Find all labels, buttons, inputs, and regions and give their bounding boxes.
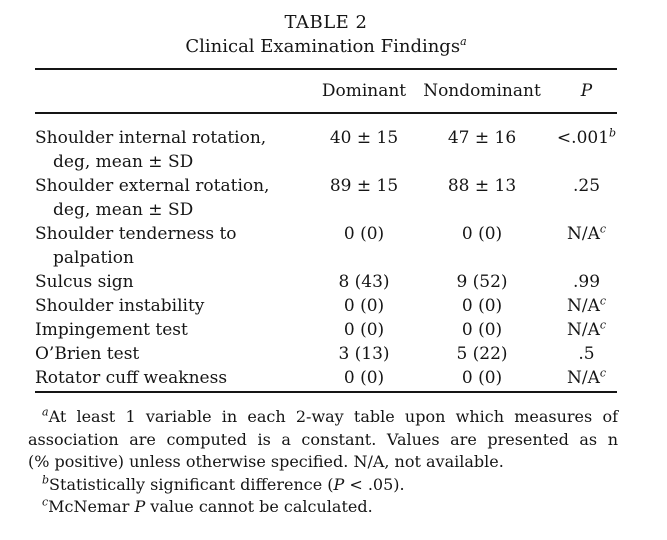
footnote-marker-c: c: [599, 222, 607, 236]
header-p-value: P: [580, 81, 593, 101]
header-rule: [35, 112, 617, 114]
row-label: Rotator cuff weakness: [35, 368, 228, 388]
row-label: O’Brien test: [35, 344, 140, 364]
header-dominant: Dominant: [321, 81, 407, 101]
footnote-b: bStatistically significant difference (P…: [42, 473, 405, 494]
cell-nondominant: 47 ± 16: [447, 128, 517, 148]
cell-p-value: .99: [572, 272, 601, 292]
top-rule: [35, 68, 617, 70]
footnote-a-marker: a: [42, 405, 49, 419]
footnote-a-line2: association are computed is a constant. …: [28, 429, 618, 449]
row-label: Shoulder internal rotation, deg, mean ± S…: [35, 128, 267, 172]
footnote-marker-b: b: [609, 126, 617, 140]
cell-p-value: .25: [572, 176, 601, 196]
cell-dominant: 0 (0): [343, 296, 385, 316]
italic-p: P: [134, 497, 146, 516]
cell-p-value: N/Ac: [566, 222, 607, 244]
table-title-text: Clinical Examination Findings: [185, 36, 461, 57]
cell-dominant: 0 (0): [343, 320, 385, 340]
table-title: Clinical Examination Findingsa: [35, 35, 617, 59]
bottom-rule: [35, 391, 617, 393]
table-row-obrien-test: O’Brien test 3 (13) 5 (22) .5: [35, 342, 617, 366]
cell-nondominant: 0 (0): [461, 320, 503, 340]
cell-nondominant: 0 (0): [461, 296, 503, 316]
cell-dominant: 89 ± 15: [329, 176, 399, 196]
cell-dominant: 0 (0): [343, 368, 385, 388]
footnote-a-line3: (% positive) unless otherwise specified.…: [28, 452, 504, 471]
footnote-b-marker: b: [42, 473, 50, 487]
table-row-tenderness: Shoulder tenderness to palpation 0 (0) 0 …: [35, 222, 617, 270]
row-label: Impingement test: [35, 320, 188, 340]
row-label: Shoulder tenderness to palpation: [35, 224, 237, 268]
table-caption: TABLE 2 Clinical Examination Findingsa: [35, 11, 617, 59]
table-row-external-rotation: Shoulder external rotation, deg, mean ± S…: [35, 174, 617, 222]
cell-nondominant: 0 (0): [461, 368, 503, 388]
row-label: Sulcus sign: [35, 272, 134, 292]
cell-dominant: 40 ± 15: [329, 128, 399, 148]
cell-nondominant: 0 (0): [461, 224, 503, 244]
cell-dominant: 3 (13): [338, 344, 390, 364]
footnote-marker-a: a: [460, 35, 467, 48]
cell-p-value: N/Ac: [566, 366, 607, 388]
table-row-sulcus-sign: Sulcus sign 8 (43) 9 (52) .99: [35, 270, 617, 294]
italic-p: P: [333, 474, 345, 494]
cell-p-value: N/Ac: [566, 318, 607, 340]
header-nondominant: Nondominant: [423, 81, 541, 101]
cell-p-value: .5: [578, 344, 595, 364]
cell-p-value: <.001b: [556, 126, 617, 148]
cell-dominant: 8 (43): [338, 272, 390, 292]
table-row-impingement: Impingement test 0 (0) 0 (0) N/Ac: [35, 318, 617, 342]
table-number: TABLE 2: [284, 12, 368, 33]
cell-dominant: 0 (0): [343, 224, 385, 244]
cell-nondominant: 88 ± 13: [447, 176, 517, 196]
cell-nondominant: 9 (52): [456, 272, 508, 292]
cell-nondominant: 5 (22): [456, 344, 508, 364]
table-row-internal-rotation: Shoulder internal rotation, deg, mean ± S…: [35, 126, 617, 174]
table-body: Shoulder internal rotation, deg, mean ± S…: [35, 114, 617, 391]
footnote-a-line1: aAt least 1 variable in each 2-way table…: [42, 405, 618, 426]
row-label: Shoulder instability: [35, 296, 205, 316]
clinical-findings-table: Dominant Nondominant P Shoulder internal…: [35, 68, 617, 393]
footnote-c-marker: c: [42, 495, 49, 509]
table-header-row: Dominant Nondominant P: [35, 70, 617, 112]
footnote-c: cMcNemar P value cannot be calculated.: [42, 495, 373, 516]
cell-p-value: N/Ac: [566, 294, 607, 316]
table-row-rotator-cuff: Rotator cuff weakness 0 (0) 0 (0) N/Ac: [35, 366, 617, 390]
table-footnotes: aAt least 1 variable in each 2-way table…: [28, 406, 618, 519]
table-row-instability: Shoulder instability 0 (0) 0 (0) N/Ac: [35, 294, 617, 318]
row-label: Shoulder external rotation, deg, mean ± S…: [35, 176, 270, 220]
